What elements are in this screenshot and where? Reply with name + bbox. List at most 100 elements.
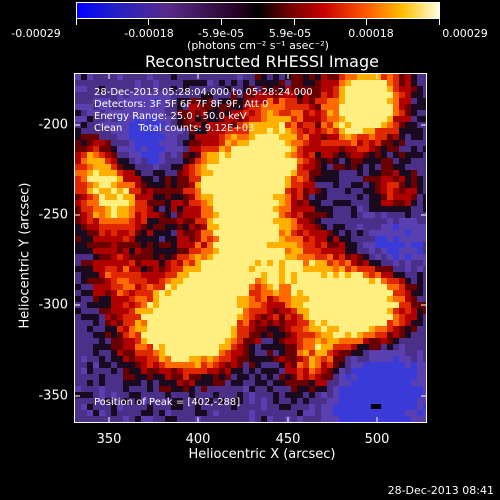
heatmap-cell: [231, 74, 237, 80]
heatmap-cell: [327, 362, 333, 368]
heatmap-cell: [333, 362, 339, 368]
heatmap-cell: [99, 98, 105, 104]
heatmap-cell: [321, 152, 327, 158]
heatmap-cell: [177, 110, 183, 116]
heatmap-cell: [237, 344, 243, 350]
heatmap-cell: [381, 146, 387, 152]
heatmap-cell: [231, 224, 237, 230]
heatmap-cell: [417, 380, 423, 386]
heatmap-cell: [171, 284, 177, 290]
heatmap-cell: [147, 170, 153, 176]
heatmap-cell: [129, 236, 135, 242]
heatmap-cell: [153, 362, 159, 368]
heatmap-cell: [225, 260, 231, 266]
heatmap-cell: [189, 380, 195, 386]
heatmap-cell: [285, 248, 291, 254]
heatmap-cell: [75, 248, 81, 254]
heatmap-cell: [393, 122, 399, 128]
heatmap-cell: [249, 302, 255, 308]
heatmap-cell: [213, 92, 219, 98]
heatmap-cell: [363, 224, 369, 230]
heatmap-cell: [117, 404, 123, 410]
heatmap-cell: [171, 302, 177, 308]
heatmap-cell: [393, 332, 399, 338]
heatmap-cell: [255, 122, 261, 128]
heatmap-cell: [297, 74, 303, 80]
heatmap-cell: [411, 74, 417, 80]
heatmap-cell: [225, 74, 231, 80]
heatmap-cell: [255, 146, 261, 152]
heatmap-cell: [81, 392, 87, 398]
heatmap-cell: [165, 110, 171, 116]
heatmap-cell: [399, 254, 405, 260]
heatmap-cell: [393, 206, 399, 212]
heatmap-cell: [273, 260, 279, 266]
heatmap-cell: [123, 320, 129, 326]
heatmap-cell: [363, 242, 369, 248]
heatmap-cell: [213, 224, 219, 230]
heatmap-cell: [423, 116, 426, 122]
heatmap-cell: [141, 344, 147, 350]
heatmap-cell: [309, 80, 315, 86]
heatmap-cell: [339, 230, 345, 236]
heatmap-cell: [315, 176, 321, 182]
heatmap-cell: [141, 170, 147, 176]
heatmap-cell: [165, 146, 171, 152]
heatmap-cell: [81, 356, 87, 362]
heatmap-cell: [327, 104, 333, 110]
heatmap-cell: [405, 158, 411, 164]
heatmap-cell: [405, 248, 411, 254]
heatmap-cell: [291, 338, 297, 344]
heatmap-cell: [243, 296, 249, 302]
heatmap-cell: [135, 398, 141, 404]
heatmap-cell: [273, 86, 279, 92]
heatmap-cell: [345, 146, 351, 152]
heatmap-cell: [417, 98, 423, 104]
heatmap-cell: [357, 116, 363, 122]
heatmap-cell: [285, 182, 291, 188]
heatmap-cell: [123, 224, 129, 230]
heatmap-cell: [195, 332, 201, 338]
heatmap-cell: [231, 212, 237, 218]
heatmap-cell: [291, 386, 297, 392]
heatmap-cell: [381, 152, 387, 158]
heatmap-cell: [171, 338, 177, 344]
heatmap-cell: [189, 188, 195, 194]
heatmap-cell: [207, 116, 213, 122]
heatmap-cell: [165, 194, 171, 200]
heatmap-cell: [147, 140, 153, 146]
heatmap-cell: [423, 296, 426, 302]
heatmap-cell: [147, 86, 153, 92]
heatmap-cell: [327, 242, 333, 248]
heatmap-cell: [261, 140, 267, 146]
heatmap-cell: [249, 404, 255, 410]
heatmap-cell: [297, 248, 303, 254]
heatmap-cell: [345, 80, 351, 86]
heatmap-cell: [123, 80, 129, 86]
heatmap-cell: [171, 104, 177, 110]
heatmap-cell: [399, 320, 405, 326]
heatmap-cell: [171, 416, 177, 422]
heatmap-cell: [339, 302, 345, 308]
heatmap-cell: [213, 320, 219, 326]
heatmap-cell: [219, 128, 225, 134]
heatmap-cell: [129, 86, 135, 92]
heatmap-cell: [117, 110, 123, 116]
heatmap-cell: [255, 338, 261, 344]
heatmap-cell: [321, 290, 327, 296]
heatmap-cell: [231, 110, 237, 116]
heatmap-cell: [423, 392, 426, 398]
heatmap-cell: [369, 212, 375, 218]
heatmap-cell: [315, 272, 321, 278]
heatmap-cell: [123, 338, 129, 344]
heatmap-cell: [369, 410, 375, 416]
heatmap-cell: [177, 290, 183, 296]
heatmap-cell: [213, 290, 219, 296]
heatmap-cell: [105, 74, 111, 80]
heatmap-cell: [183, 164, 189, 170]
heatmap-cell: [399, 380, 405, 386]
heatmap-cell: [147, 158, 153, 164]
heatmap-cell: [159, 110, 165, 116]
heatmap-cell: [297, 332, 303, 338]
heatmap-cell: [315, 344, 321, 350]
